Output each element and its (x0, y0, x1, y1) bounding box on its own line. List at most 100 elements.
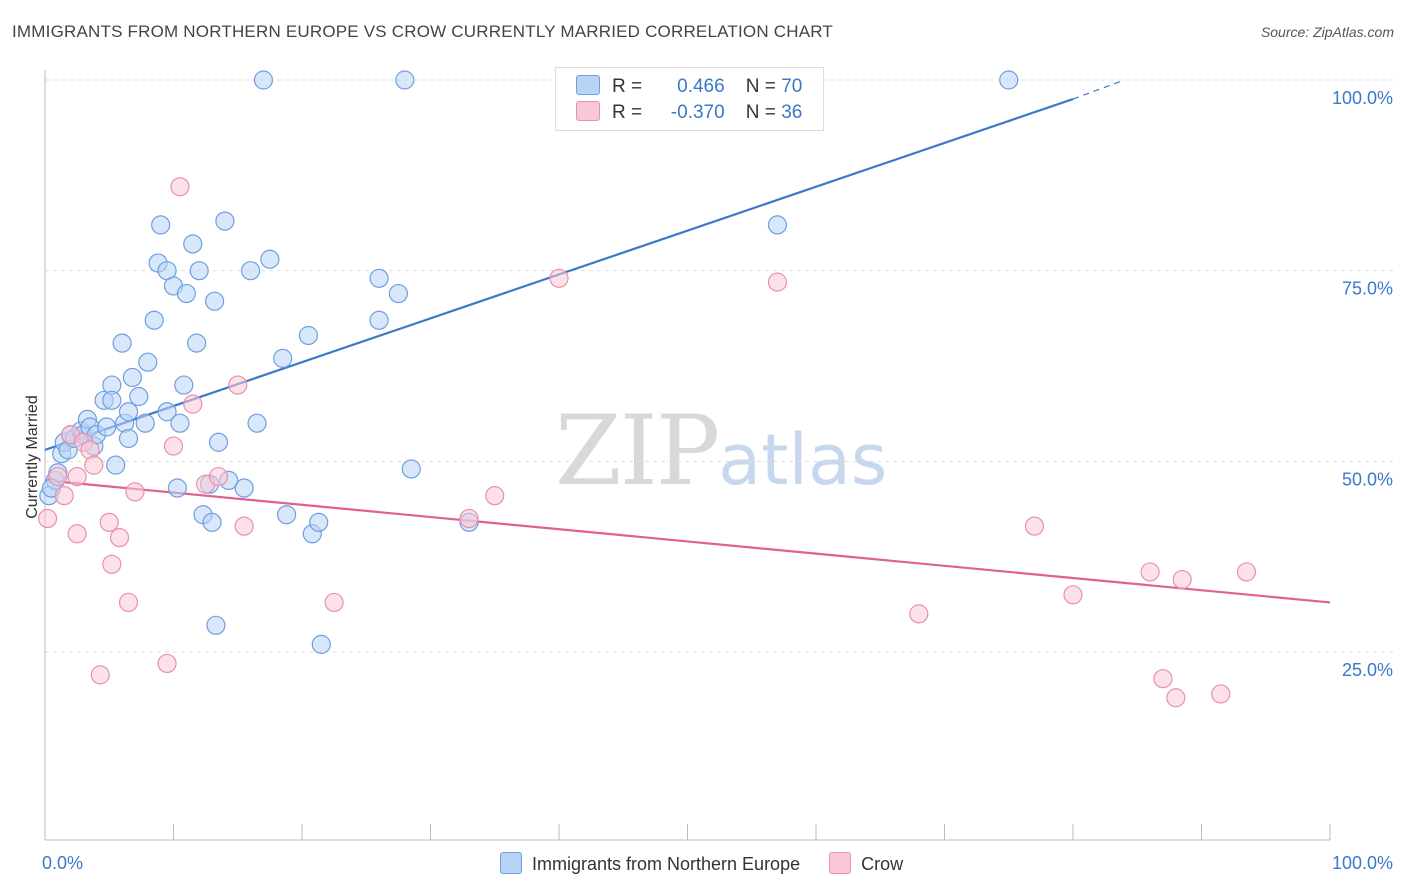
point-crow (485, 486, 505, 506)
series-legend: Immigrants from Northern Europe Crow (500, 852, 927, 875)
point-immigrants (401, 459, 421, 479)
point-immigrants (112, 333, 132, 353)
correlation-legend: R = 0.466 N = 70 R = -0.370 N = 36 (555, 67, 824, 131)
point-crow (37, 508, 58, 529)
x-tick-label-max: 100.0% (1332, 853, 1393, 873)
point-immigrants (202, 512, 222, 532)
point-crow (109, 527, 130, 548)
chart-title: IMMIGRANTS FROM NORTHERN EUROPE VS CROW … (12, 22, 833, 41)
point-crow (183, 394, 203, 414)
legend-n-label: N = (745, 76, 776, 97)
point-immigrants (151, 215, 171, 235)
point-immigrants (208, 432, 229, 452)
point-crow (118, 592, 139, 613)
point-crow (48, 466, 68, 487)
point-crow (1063, 585, 1083, 605)
point-immigrants (122, 367, 142, 388)
watermark-atlas: atlas (718, 419, 888, 501)
point-crow (170, 177, 190, 197)
point-crow (909, 604, 929, 624)
point-immigrants (170, 413, 190, 433)
source-label: Source: ZipAtlas.com (1260, 24, 1394, 40)
watermark-zip: ZIP (555, 395, 720, 507)
trend-line-crow (44, 479, 1331, 604)
point-crow (90, 665, 110, 685)
point-crow (1140, 562, 1160, 582)
point-immigrants (187, 333, 207, 353)
point-immigrants (118, 402, 139, 422)
point-immigrants (309, 512, 329, 532)
point-immigrants (369, 268, 389, 288)
point-crow (1153, 669, 1173, 689)
point-immigrants (395, 70, 415, 90)
point-immigrants (298, 325, 319, 346)
point-immigrants (234, 478, 254, 498)
series-name-immigrants: Immigrants from Northern Europe (532, 854, 801, 874)
legend-n-label: N = (745, 102, 776, 123)
legend-swatch-blue (576, 75, 600, 95)
legend-r-label: R = (612, 102, 643, 123)
y-tick-label: 50.0% (1342, 469, 1393, 489)
data-points (37, 70, 1257, 708)
point-immigrants (206, 615, 226, 635)
x-tick-label-min: 0.0% (42, 853, 83, 873)
point-crow (208, 466, 229, 487)
point-immigrants (369, 310, 389, 330)
legend-r-value-pink: -0.370 (670, 102, 725, 123)
point-immigrants (273, 348, 293, 368)
point-crow (163, 436, 184, 456)
point-crow (157, 653, 177, 674)
legend-r-label: R = (612, 76, 643, 97)
point-immigrants (260, 249, 280, 269)
series-swatch-pink (829, 852, 852, 874)
point-crow (67, 524, 87, 544)
point-immigrants (215, 211, 235, 231)
point-immigrants (189, 261, 209, 281)
series-legend-item-crow: Crow (829, 852, 903, 875)
legend-n-value-blue: 70 (781, 76, 803, 97)
legend-r-value-blue: 0.466 (677, 76, 725, 97)
y-tick-label: 25.0% (1342, 660, 1393, 680)
point-crow (234, 516, 254, 536)
point-immigrants (241, 261, 261, 281)
point-immigrants (253, 70, 274, 90)
point-immigrants (138, 352, 158, 372)
point-immigrants (129, 386, 149, 407)
point-immigrants (311, 634, 331, 654)
point-immigrants (106, 455, 126, 475)
point-immigrants (135, 413, 155, 433)
point-crow (1172, 569, 1192, 590)
series-legend-item-immigrants: Immigrants from Northern Europe (500, 852, 800, 875)
y-tick-label: 100.0% (1332, 88, 1393, 108)
tick-labels: 25.0% 50.0% 75.0% 100.0% 0.0% 100.0% (42, 88, 1393, 873)
series-swatch-blue (500, 852, 522, 874)
point-immigrants (157, 402, 177, 422)
point-crow (54, 486, 74, 506)
point-immigrants (97, 417, 117, 437)
legend-row-blue: R = 0.466 N = 70 (576, 75, 802, 99)
gridlines (45, 79, 1395, 653)
axes (44, 70, 1331, 841)
point-crow (767, 272, 788, 292)
y-tick-label: 75.0% (1342, 279, 1393, 299)
point-immigrants (205, 291, 225, 311)
point-crow (125, 482, 145, 502)
point-immigrants (999, 70, 1019, 90)
trend-line-immigrants-extension (1072, 79, 1125, 100)
legend-row-pink: R = -0.370 N = 36 (576, 101, 802, 125)
point-crow (99, 512, 119, 532)
series-name-crow: Crow (861, 854, 904, 874)
point-immigrants (102, 390, 122, 410)
point-crow (1166, 688, 1186, 708)
point-crow (228, 375, 248, 395)
point-immigrants (144, 310, 164, 330)
point-crow (67, 466, 87, 487)
legend-swatch-pink (576, 101, 600, 121)
point-crow (102, 554, 122, 574)
point-immigrants (176, 283, 196, 304)
watermark: ZIPatlas (555, 395, 887, 507)
point-immigrants (388, 283, 408, 304)
point-immigrants (174, 375, 194, 395)
point-immigrants (276, 505, 297, 525)
legend-n-value-pink: 36 (781, 102, 803, 123)
